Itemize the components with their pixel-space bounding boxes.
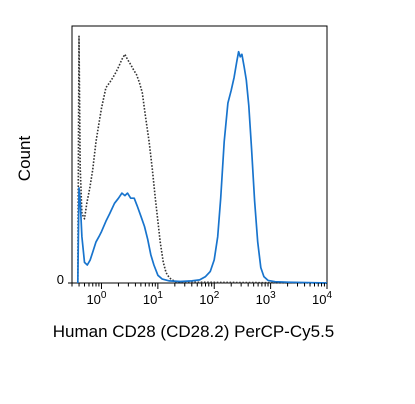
x-tick-label: 100 (86, 290, 106, 307)
x-tick-label: 101 (143, 290, 163, 307)
x-axis-label: Human CD28 (CD28.2) PerCP-Cy5.5 (53, 322, 335, 341)
y-axis-label: Count (15, 136, 34, 182)
series-line-solid (76, 50, 328, 284)
plot-frame (71, 25, 328, 284)
x-tick-label: 103 (256, 290, 276, 307)
y-tick-label: 0 (57, 272, 64, 287)
series-group (76, 35, 328, 284)
x-tick-label: 104 (312, 290, 332, 307)
series-line-dotted (77, 35, 328, 284)
y-axis: 0 (57, 272, 72, 287)
x-axis: 100 101 102 103 104 (71, 283, 332, 307)
plot-area (71, 25, 328, 284)
x-tick-label: 102 (199, 290, 219, 307)
